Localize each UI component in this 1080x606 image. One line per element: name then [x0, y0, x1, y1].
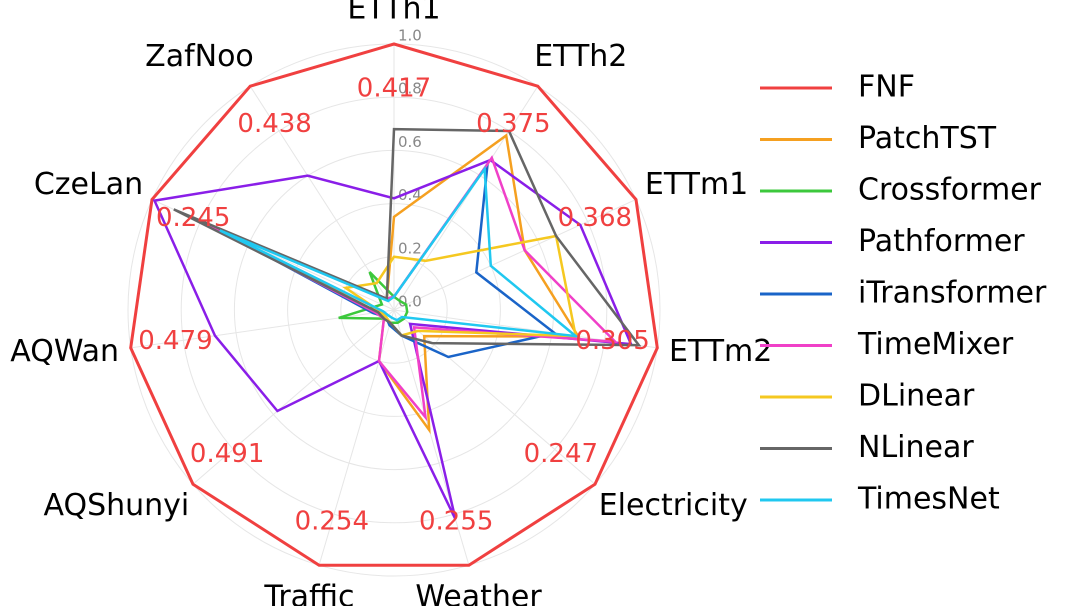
legend-label: Crossformer	[858, 173, 1042, 208]
axis-label: Traffic	[263, 579, 354, 606]
legend-label: Pathformer	[858, 224, 1025, 259]
r-tick-label: 0.2	[398, 239, 422, 257]
series-line	[219, 165, 580, 338]
axis-label: ETTm1	[645, 167, 748, 202]
axis-label: AQWan	[10, 334, 119, 369]
value-annotation: 0.375	[476, 109, 550, 139]
value-annotation: 0.438	[237, 109, 311, 139]
spoke	[318, 309, 395, 566]
spoke	[192, 309, 395, 485]
spoke	[130, 309, 395, 349]
value-annotation: 0.479	[138, 326, 212, 356]
series-line	[173, 127, 642, 347]
series-line	[338, 271, 409, 325]
legend-label: NLinear	[858, 430, 974, 465]
legend-label: DLinear	[858, 379, 975, 414]
r-tick-label: 0.0	[398, 293, 422, 311]
spoke	[393, 199, 637, 311]
spoke	[393, 85, 539, 311]
value-annotation: 0.255	[419, 506, 493, 536]
value-annotation: 0.417	[357, 74, 431, 104]
axis-label: CzeLan	[34, 167, 143, 202]
axis-label: ETTh1	[347, 0, 440, 27]
r-tick-label: 0.6	[398, 133, 422, 151]
value-annotation: 0.245	[156, 203, 230, 233]
series-line	[152, 158, 633, 520]
series-line	[129, 42, 659, 567]
axis-label: ZafNoo	[145, 39, 254, 74]
axis-label: AQShunyi	[43, 488, 189, 523]
value-annotation: 0.368	[558, 203, 632, 233]
value-annotation: 0.247	[524, 439, 598, 469]
axis-label: ETTh2	[534, 39, 627, 74]
legend-label: TimeMixer	[857, 327, 1014, 362]
legend-label: iTransformer	[858, 276, 1047, 311]
legend-label: PatchTST	[858, 121, 997, 156]
axis-label: Weather	[415, 579, 542, 606]
value-annotation: 0.491	[190, 439, 264, 469]
series-line	[216, 133, 581, 435]
series-line	[342, 234, 578, 338]
legend-label: FNF	[858, 70, 915, 105]
value-annotation: 0.305	[575, 326, 649, 356]
r-tick-label: 1.0	[398, 27, 422, 45]
legend-label: TimesNet	[857, 482, 1000, 517]
spoke	[393, 309, 596, 485]
axis-label: ETTm2	[669, 334, 772, 369]
axis-label: Electricity	[599, 488, 748, 523]
value-annotation: 0.254	[295, 506, 369, 536]
spoke	[393, 309, 470, 566]
r-tick-label: 0.8	[398, 80, 422, 98]
